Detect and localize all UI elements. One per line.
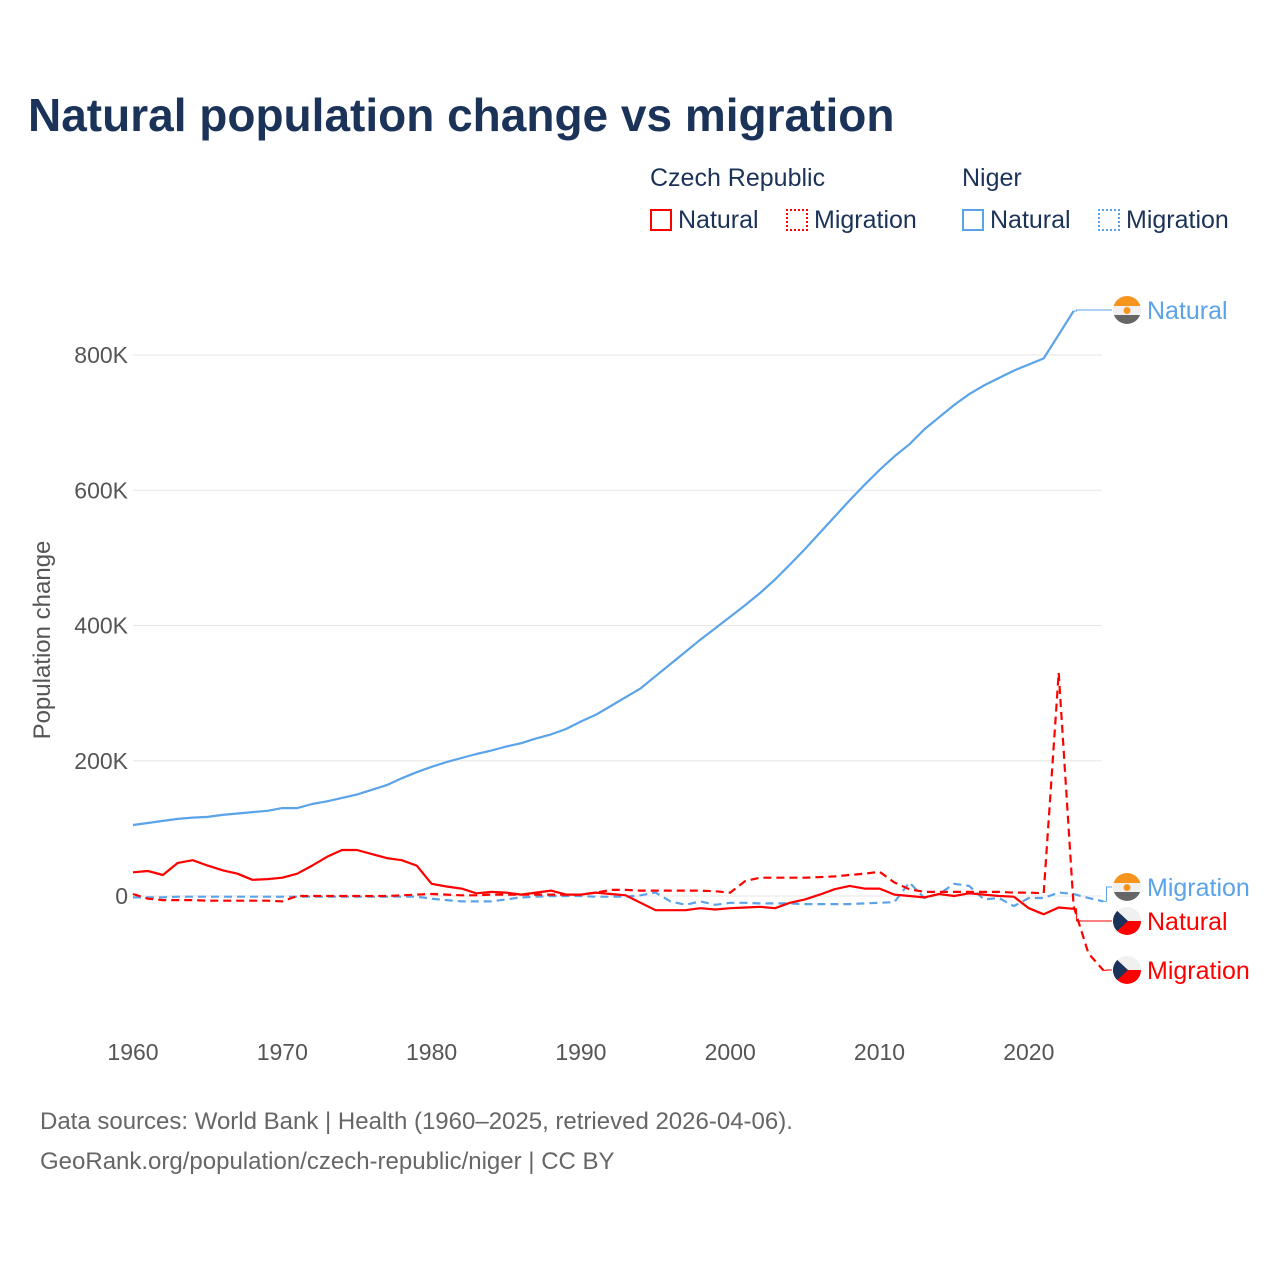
x-tick-label: 1990 <box>555 1039 606 1065</box>
flag-triangle <box>1113 956 1128 984</box>
y-axis-label: Population change <box>29 541 56 740</box>
flag-stripe <box>1113 315 1141 324</box>
y-tick-label: 400K <box>74 613 128 639</box>
series-line-czech-republic-migration <box>132 671 1105 972</box>
flag-sun <box>1123 884 1131 891</box>
x-tick-label: 1970 <box>257 1039 308 1065</box>
leader-line <box>1073 908 1112 922</box>
end-label: Migration <box>1147 874 1250 902</box>
y-tick-label: 200K <box>74 748 128 774</box>
czech-flag-icon <box>1113 907 1141 935</box>
leader-line <box>1073 309 1112 312</box>
chart-title: Natural population change vs migration <box>28 89 895 141</box>
legend-label: Migration <box>1126 206 1229 234</box>
flag-stripe <box>1113 873 1141 883</box>
niger-flag-icon <box>1113 296 1141 324</box>
y-tick-label: 600K <box>74 477 128 503</box>
flag-sun <box>1123 307 1131 314</box>
end-label: Migration <box>1147 957 1250 985</box>
plot-area: 0 200K 400K 600K 800K 1960 1970 1980 1990 2000 201… <box>29 296 1250 1065</box>
x-tick-label: 1980 <box>406 1039 457 1065</box>
niger-flag-icon <box>1113 873 1141 901</box>
x-tick-label: 2010 <box>854 1039 905 1065</box>
footer-sources: Data sources: World Bank | Health (1960–… <box>40 1108 793 1135</box>
series-line-czech-republic-natural <box>132 848 1074 916</box>
legend-label: Natural <box>678 206 759 234</box>
flag-body <box>1113 296 1141 324</box>
x-tick-label: 2020 <box>1003 1039 1054 1065</box>
flag-triangle <box>1113 907 1128 935</box>
legend-label: Natural <box>990 206 1071 234</box>
y-tick-label: 0 <box>115 883 128 909</box>
end-label: Natural <box>1147 297 1228 325</box>
flag-body <box>1113 907 1141 935</box>
legend-label: Migration <box>814 206 917 234</box>
legend-niger-migration[interactable]: Migration <box>1098 206 1229 235</box>
flag-stripe <box>1113 296 1141 306</box>
czech-flag-icon <box>1113 956 1141 984</box>
legend-czech-migration[interactable]: Migration <box>786 206 917 235</box>
legend-swatch-dotted <box>786 209 808 231</box>
series-line-niger-natural <box>132 310 1075 827</box>
legend-czech-natural[interactable]: Natural <box>650 206 759 235</box>
legend-group-niger: Niger <box>962 164 1022 192</box>
flag-body <box>1113 873 1141 901</box>
x-tick-label: 1960 <box>107 1039 158 1065</box>
leader-line <box>1103 886 1112 902</box>
end-label: Natural <box>1147 908 1228 936</box>
flag-stripe <box>1113 892 1141 901</box>
legend-swatch-solid <box>650 209 672 231</box>
flag-body <box>1113 956 1141 984</box>
y-tick-label: 800K <box>74 342 128 368</box>
legend-swatch-solid <box>962 209 984 231</box>
legend-swatch-dotted <box>1098 209 1120 231</box>
legend-group-czech: Czech Republic <box>650 164 826 192</box>
x-tick-label: 2000 <box>705 1039 756 1065</box>
footer-link[interactable]: GeoRank.org/population/czech-republic/ni… <box>40 1148 615 1175</box>
legend-niger-natural[interactable]: Natural <box>962 206 1071 235</box>
